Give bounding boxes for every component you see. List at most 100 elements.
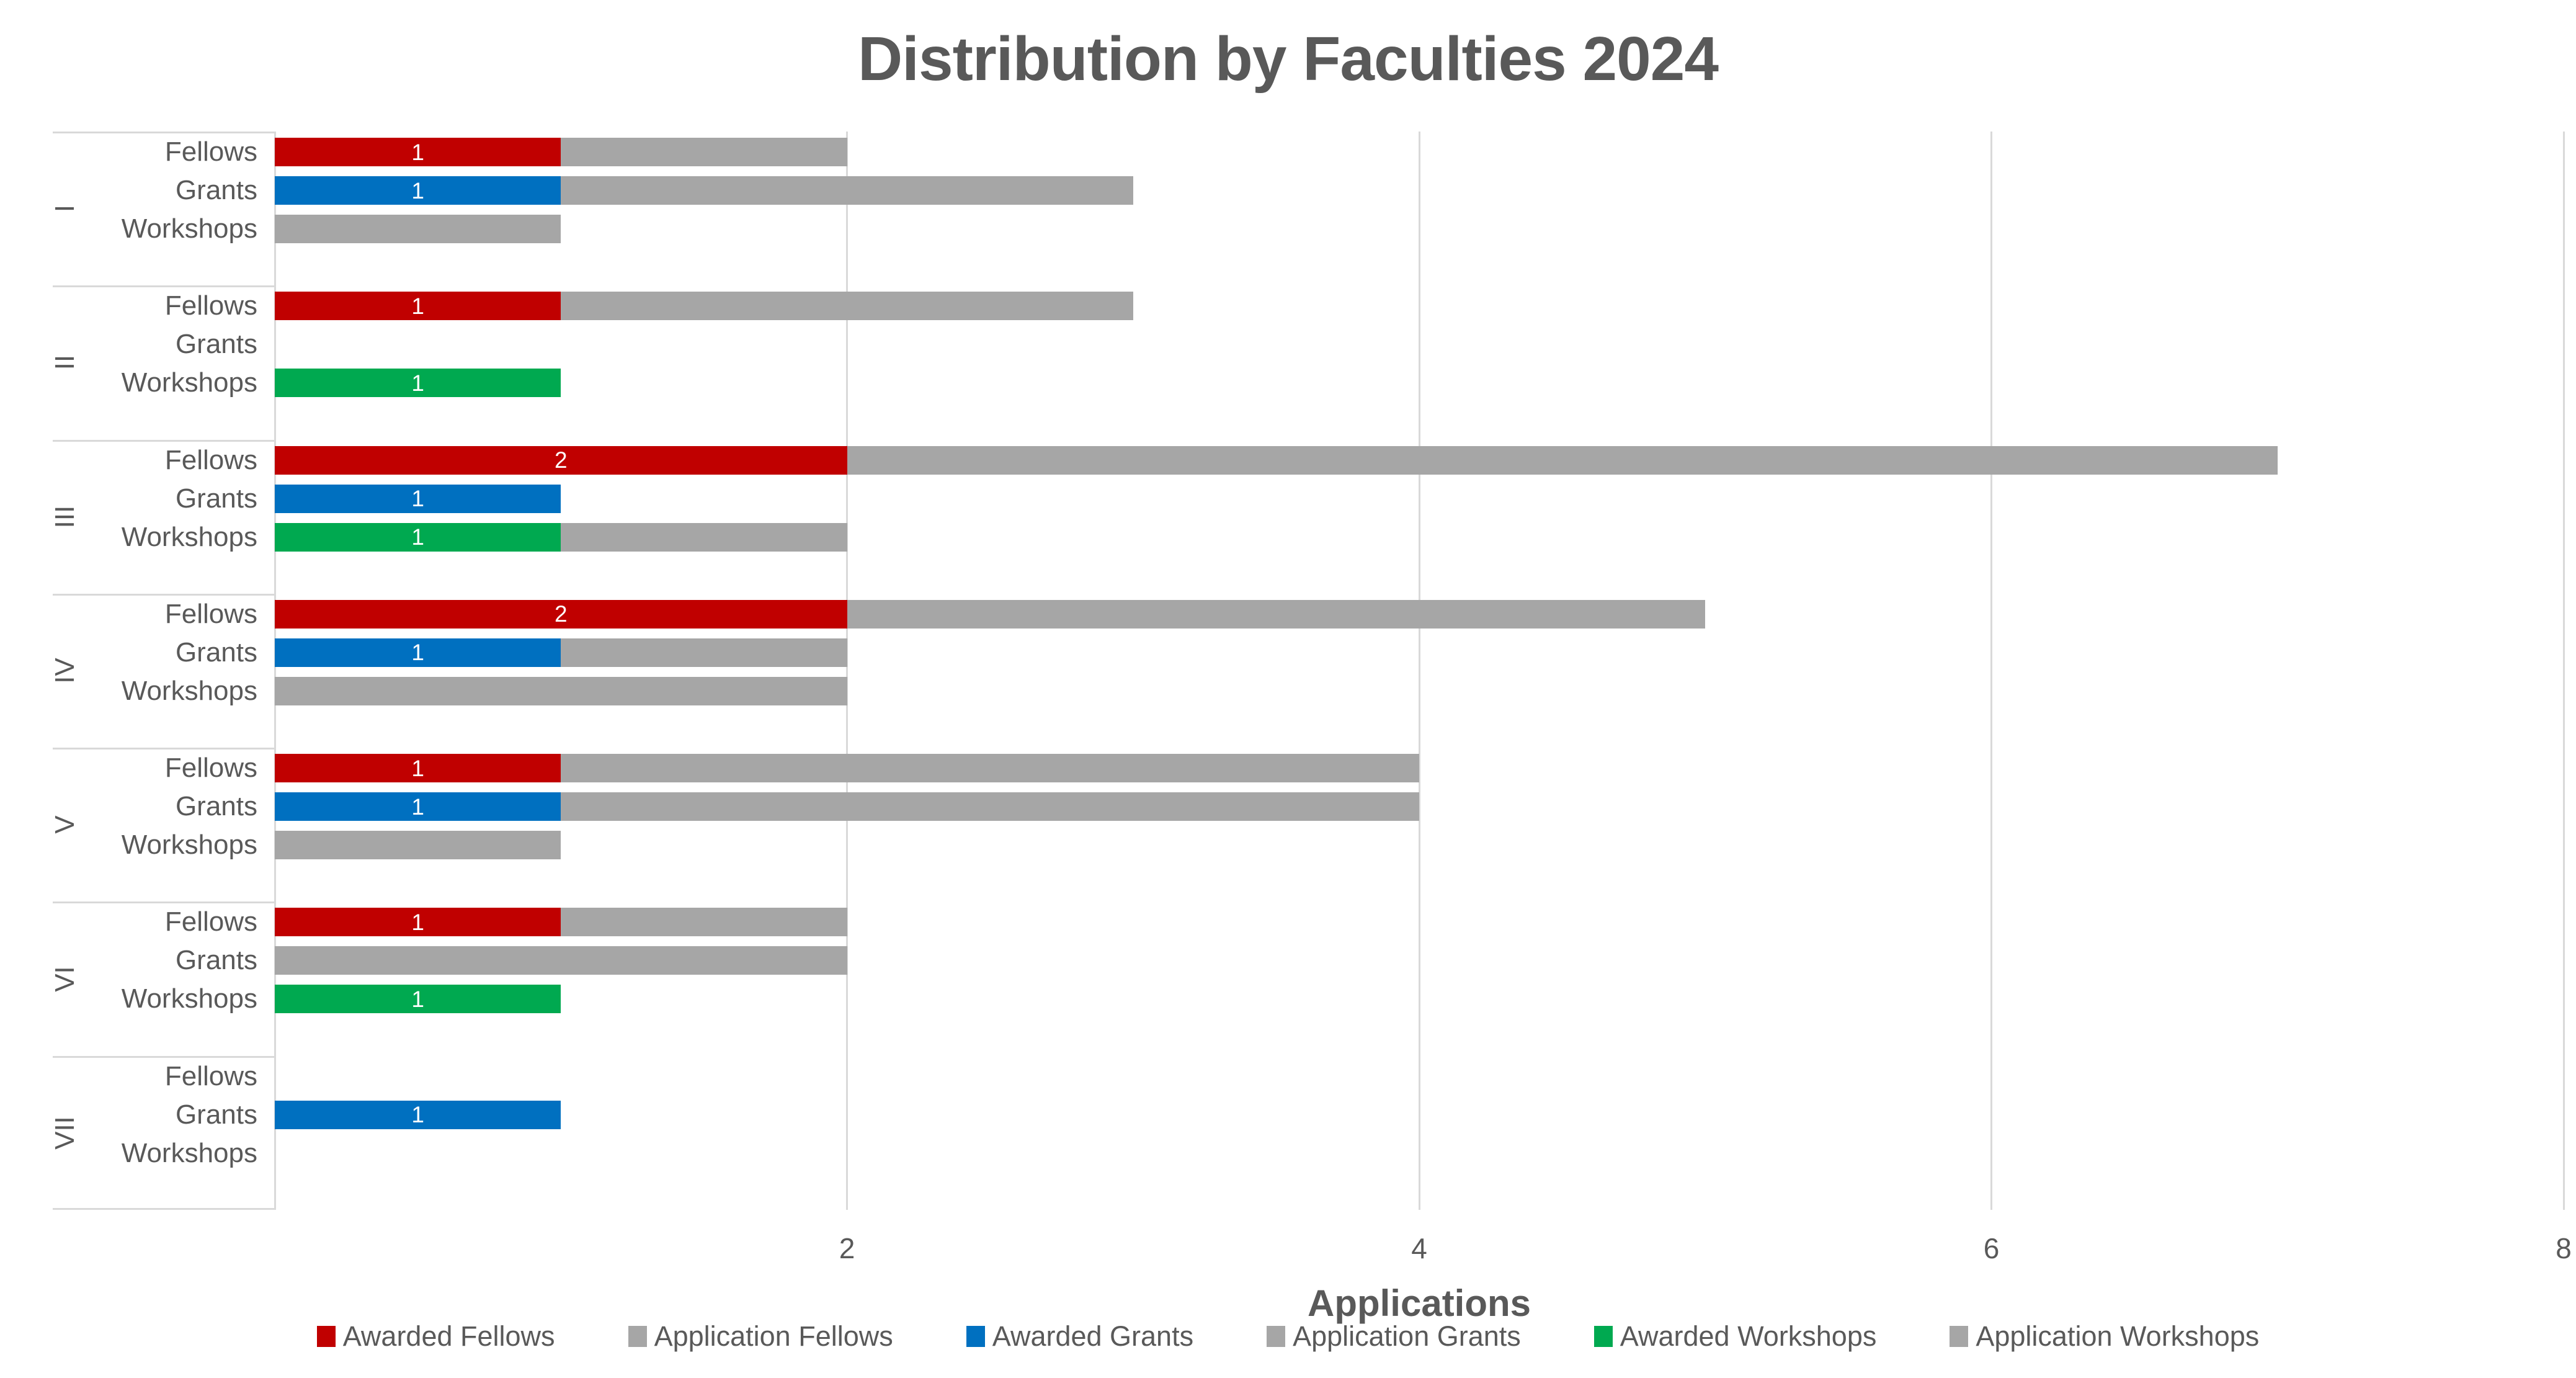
bar-track: 1 xyxy=(275,754,2576,783)
bar-segment-application xyxy=(561,754,1420,783)
bar-track xyxy=(275,946,2576,975)
bar-track: 1 xyxy=(275,292,2576,321)
bar-track: 1 xyxy=(275,638,2576,667)
bar-value-label: 1 xyxy=(411,640,424,666)
category-label: Workshops xyxy=(121,367,257,398)
x-tick-label: 4 xyxy=(1411,1232,1427,1264)
bar-value-label: 1 xyxy=(411,986,424,1012)
bar-row: Grants 1 xyxy=(0,484,2576,523)
bar-track: 1 xyxy=(275,138,2576,166)
gridline-6 xyxy=(1990,132,1992,1210)
group-separator xyxy=(53,132,275,133)
bar-track: 1 xyxy=(275,1100,2576,1129)
bar-segment-awarded: 1 xyxy=(275,292,561,321)
bar-segment-awarded: 1 xyxy=(275,1100,561,1129)
category-label: Fellows xyxy=(164,906,257,937)
legend-label: Application Workshops xyxy=(1976,1320,2260,1352)
legend-item: Awarded Grants xyxy=(966,1320,1193,1353)
bar-segment-awarded: 2 xyxy=(275,599,847,629)
group-separator xyxy=(53,1207,275,1210)
bar-segment-awarded: 1 xyxy=(275,176,561,205)
bar-segment-application xyxy=(275,215,561,243)
bar-row: Grants 1 xyxy=(0,176,2576,215)
bar-value-label: 1 xyxy=(411,794,424,820)
bar-value-label: 1 xyxy=(411,139,424,165)
bar-track: 1 xyxy=(275,908,2576,937)
bar-row: Workshops 1 xyxy=(0,521,2576,561)
bar-row: Grants xyxy=(0,330,2576,369)
legend-label: Application Fellows xyxy=(654,1320,893,1352)
legend-item: Application Fellows xyxy=(628,1320,893,1353)
gridline-4 xyxy=(1418,132,1420,1210)
legend-swatch-icon xyxy=(316,1326,336,1347)
bar-value-label: 1 xyxy=(411,370,424,396)
faculty-group-II: II Fellows 1 Grants Workshops 1 xyxy=(0,285,2576,439)
bar-value-label: 1 xyxy=(411,755,424,781)
category-label: Grants xyxy=(175,1099,257,1130)
bar-segment-application xyxy=(561,638,847,667)
category-label: Workshops xyxy=(121,521,257,552)
bar-segment-application xyxy=(275,946,847,975)
category-label: Grants xyxy=(175,791,257,822)
bar-segment-application xyxy=(275,831,561,860)
category-label: Workshops xyxy=(121,830,257,861)
bar-row: Fellows 2 xyxy=(0,444,2576,485)
category-label: Workshops xyxy=(121,1137,257,1168)
category-label: Workshops xyxy=(121,213,257,244)
legend-label: Awarded Grants xyxy=(992,1320,1194,1352)
bar-row: Workshops xyxy=(0,1139,2576,1178)
bar-row: Workshops xyxy=(0,215,2576,253)
category-label: Fellows xyxy=(164,290,257,321)
bar-groups: I Fellows 1 Grants 1 Workshops II Fellow… xyxy=(0,132,2576,1210)
bar-segment-awarded: 1 xyxy=(275,369,561,398)
x-tick-label: 6 xyxy=(1983,1232,2000,1264)
bar-segment-awarded: 2 xyxy=(275,445,847,475)
bar-segment-awarded: 1 xyxy=(275,754,561,783)
faculty-group-VII: VII Fellows Grants 1 Workshops xyxy=(0,1055,2576,1210)
legend-swatch-icon xyxy=(1267,1326,1286,1347)
legend-label: Application Grants xyxy=(1293,1320,1521,1352)
bar-track xyxy=(275,831,2576,860)
bar-segment-application xyxy=(561,176,1133,205)
category-label: Fellows xyxy=(164,753,257,784)
bar-row: Grants 1 xyxy=(0,1099,2576,1139)
legend-item: Application Workshops xyxy=(1950,1320,2259,1353)
legend-swatch-icon xyxy=(1593,1326,1613,1347)
bar-row: Grants 1 xyxy=(0,792,2576,831)
category-label: Fellows xyxy=(164,444,257,475)
bar-segment-application xyxy=(561,292,1133,321)
category-label: Grants xyxy=(175,329,257,360)
group-separator xyxy=(53,748,275,750)
bar-track xyxy=(275,330,2576,359)
bar-track: 1 xyxy=(275,176,2576,205)
bar-segment-application xyxy=(847,599,1706,629)
bar-value-label: 1 xyxy=(411,524,424,550)
bar-track xyxy=(275,676,2576,705)
bar-row: Workshops 1 xyxy=(0,985,2576,1023)
group-separator xyxy=(53,285,275,288)
bar-track: 1 xyxy=(275,369,2576,398)
bar-row: Fellows 1 xyxy=(0,908,2576,946)
category-label: Workshops xyxy=(121,675,257,706)
legend: Awarded Fellows Application Fellows Awar… xyxy=(0,1320,2576,1353)
category-label: Fellows xyxy=(164,598,257,629)
legend-swatch-icon xyxy=(966,1326,985,1347)
faculty-group-V: V Fellows 1 Grants 1 Workshops xyxy=(0,748,2576,902)
y-axis-line xyxy=(274,132,276,1210)
bar-track: 1 xyxy=(275,792,2576,821)
bar-row: Fellows 2 xyxy=(0,598,2576,638)
group-separator xyxy=(53,1055,275,1058)
bar-value-label: 1 xyxy=(411,909,424,935)
x-axis-title: Applications xyxy=(1307,1282,1531,1324)
bar-row: Workshops 1 xyxy=(0,369,2576,407)
bar-segment-awarded: 1 xyxy=(275,985,561,1014)
bar-row: Grants 1 xyxy=(0,638,2576,677)
bar-row: Fellows 1 xyxy=(0,754,2576,792)
bar-row: Workshops xyxy=(0,675,2576,715)
bar-value-label: 1 xyxy=(411,486,424,512)
bar-row: Fellows 1 xyxy=(0,138,2576,176)
legend-swatch-icon xyxy=(628,1326,647,1347)
bar-segment-awarded: 1 xyxy=(275,792,561,821)
faculty-group-VI: VI Fellows 1 Grants Workshops 1 xyxy=(0,902,2576,1055)
bar-segment-awarded: 1 xyxy=(275,908,561,937)
